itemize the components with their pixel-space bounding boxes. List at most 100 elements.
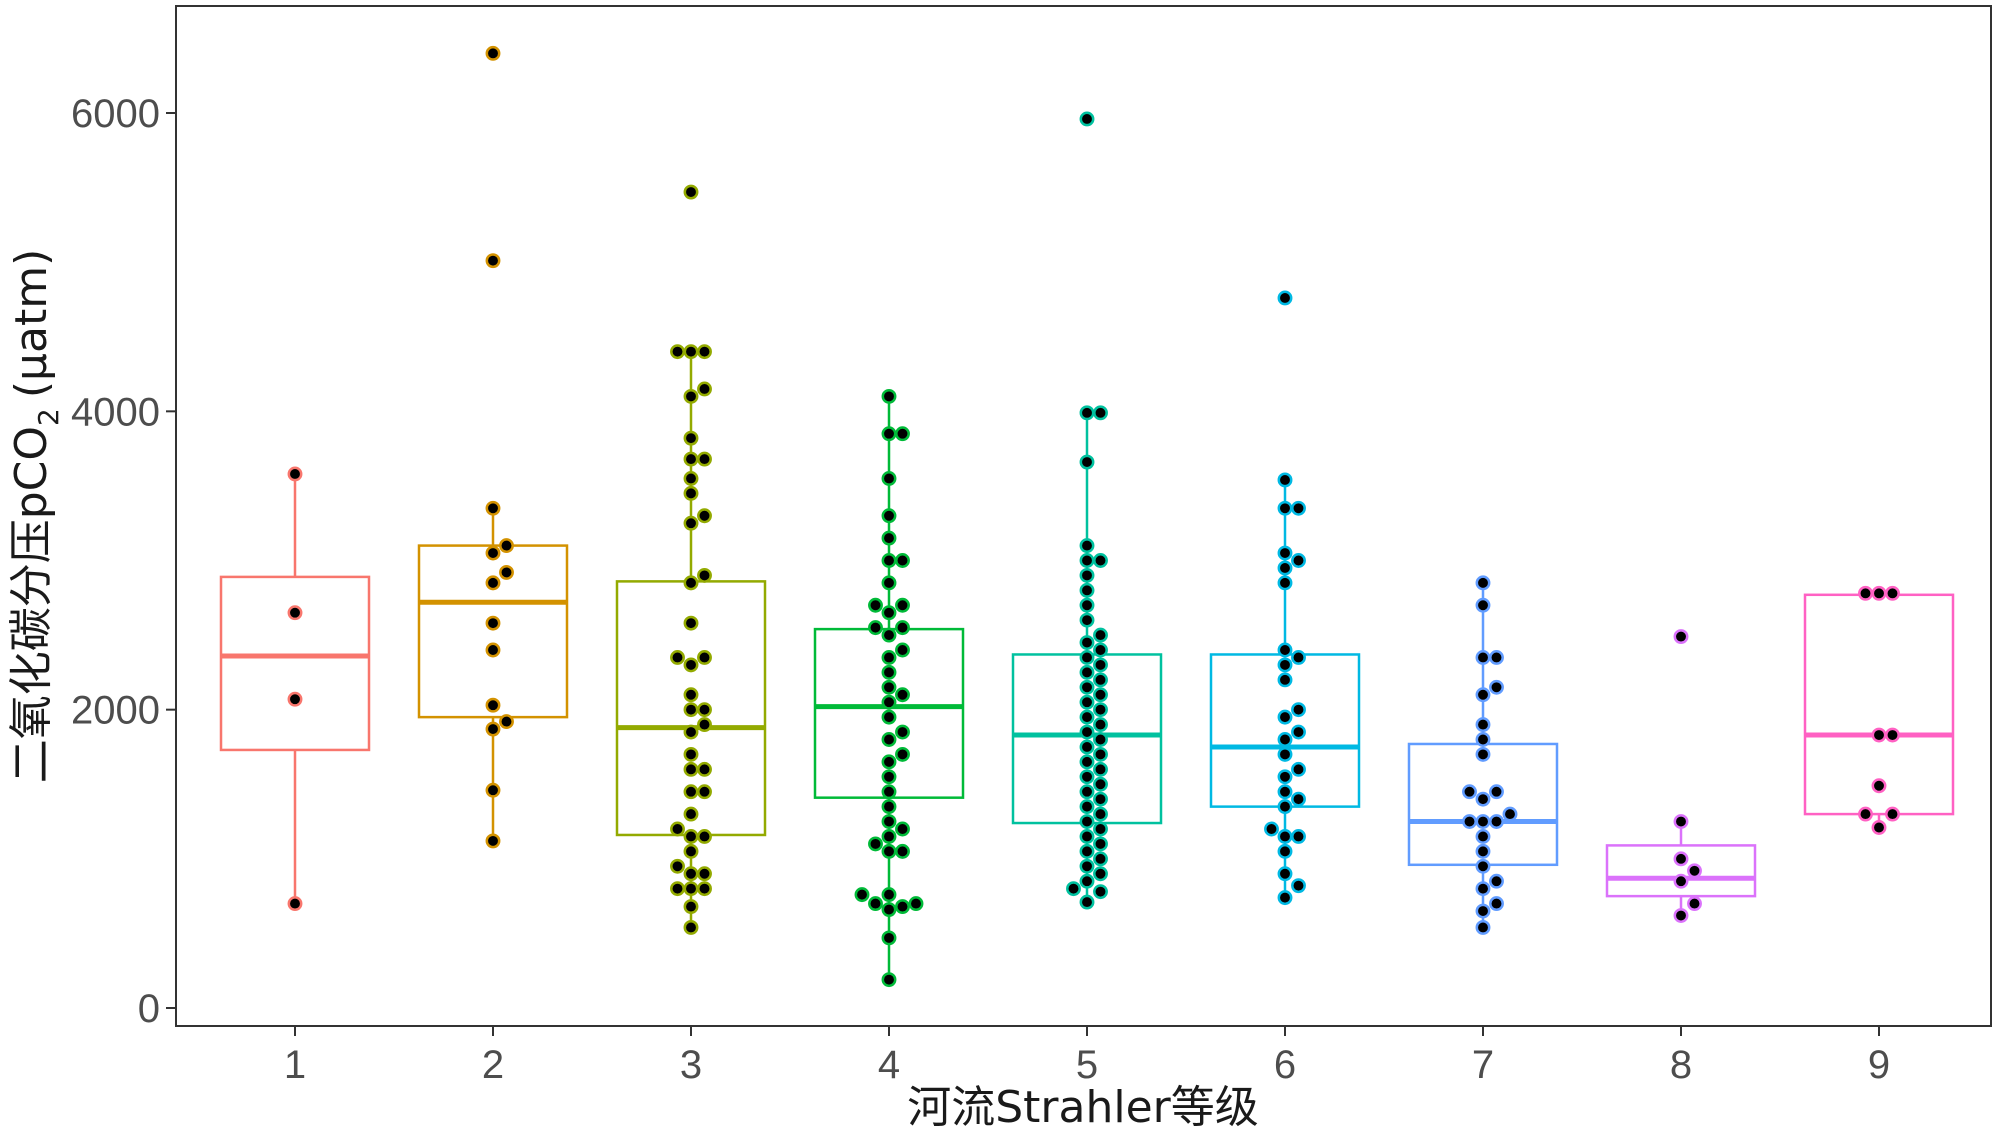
- data-point: [895, 597, 910, 613]
- data-point: [287, 466, 303, 482]
- data-point: [881, 972, 897, 988]
- data-point: [287, 896, 303, 912]
- box-group-1: [219, 466, 371, 912]
- data-point: [1687, 896, 1702, 912]
- y-tick-label: 4000: [71, 390, 160, 434]
- data-point: [683, 784, 699, 800]
- data-point: [1475, 829, 1491, 844]
- data-point: [895, 821, 910, 837]
- data-point: [895, 687, 910, 703]
- data-point: [881, 814, 897, 829]
- data-point: [1277, 672, 1293, 688]
- data-point: [485, 253, 501, 269]
- data-point: [895, 620, 910, 636]
- data-point: [697, 717, 712, 733]
- data-point: [1277, 560, 1293, 576]
- data-point: [1079, 709, 1095, 725]
- data-point: [881, 754, 897, 770]
- data-point: [1277, 769, 1293, 785]
- data-point: [670, 858, 685, 874]
- data-point: [1277, 657, 1293, 673]
- data-point: [670, 344, 685, 360]
- data-point: [697, 784, 712, 800]
- data-point: [1093, 627, 1108, 643]
- data-point: [895, 426, 910, 442]
- data-point: [697, 344, 712, 360]
- y-tick-label: 6000: [71, 92, 160, 136]
- data-point: [1079, 567, 1095, 583]
- data-point: [1489, 679, 1504, 695]
- data-point: [881, 829, 897, 844]
- box-group-9: [1803, 585, 1955, 835]
- data-point: [1264, 821, 1279, 837]
- data-point: [1277, 500, 1293, 516]
- data-point: [1885, 806, 1900, 822]
- data-point: [1079, 769, 1095, 785]
- data-point: [697, 508, 712, 524]
- data-point: [683, 451, 699, 467]
- data-point: [1489, 784, 1504, 800]
- data-point: [683, 344, 699, 360]
- data-point: [1291, 650, 1306, 665]
- data-point: [895, 899, 910, 915]
- data-point: [1277, 545, 1293, 561]
- data-point: [1475, 650, 1491, 665]
- data-point: [1079, 858, 1095, 874]
- data-point: [1079, 843, 1095, 859]
- data-point: [868, 597, 883, 613]
- data-point: [1291, 553, 1306, 568]
- box-group-3: [615, 184, 767, 935]
- data-point: [881, 471, 897, 486]
- data-point: [1079, 538, 1095, 554]
- x-tick-label: 3: [680, 1043, 702, 1087]
- box-iqr: [1605, 844, 1757, 898]
- data-point: [1291, 500, 1306, 516]
- data-point: [1093, 717, 1108, 733]
- data-point: [287, 691, 303, 707]
- data-point: [670, 650, 685, 665]
- data-point: [1093, 776, 1108, 792]
- data-point: [1871, 778, 1887, 794]
- data-point: [1093, 836, 1108, 852]
- data-point: [287, 605, 303, 621]
- data-point: [1462, 814, 1477, 829]
- data-point: [1475, 814, 1491, 829]
- data-point: [1093, 884, 1108, 900]
- data-point: [485, 545, 501, 561]
- data-point: [881, 575, 897, 591]
- data-point: [1489, 814, 1504, 829]
- data-point: [683, 388, 699, 404]
- data-point: [1291, 878, 1306, 894]
- data-point: [683, 829, 699, 844]
- data-point: [670, 821, 685, 837]
- data-point: [1277, 472, 1293, 488]
- y-axis: 0 2000 4000 6000: [71, 92, 176, 1031]
- data-point: [1093, 687, 1108, 703]
- data-point: [485, 615, 501, 631]
- data-point: [683, 575, 699, 591]
- boxplot-series: [219, 45, 1955, 988]
- data-point: [1475, 920, 1491, 935]
- data-point: [697, 829, 712, 844]
- data-point: [1079, 582, 1095, 598]
- data-point: [683, 746, 699, 762]
- data-point: [1277, 890, 1293, 906]
- data-point: [881, 930, 897, 946]
- data-point: [881, 388, 897, 404]
- data-point: [1079, 111, 1095, 127]
- data-point: [1475, 858, 1491, 874]
- data-point: [683, 899, 699, 915]
- data-point: [683, 184, 699, 200]
- data-point: [1079, 612, 1095, 628]
- data-point: [1291, 761, 1306, 777]
- x-tick-label: 9: [1868, 1043, 1890, 1087]
- data-point: [485, 697, 501, 713]
- data-point: [697, 881, 712, 897]
- data-point: [1277, 829, 1293, 844]
- data-point: [868, 620, 883, 636]
- data-point: [881, 650, 897, 665]
- data-point: [683, 702, 699, 718]
- data-point: [1277, 799, 1293, 815]
